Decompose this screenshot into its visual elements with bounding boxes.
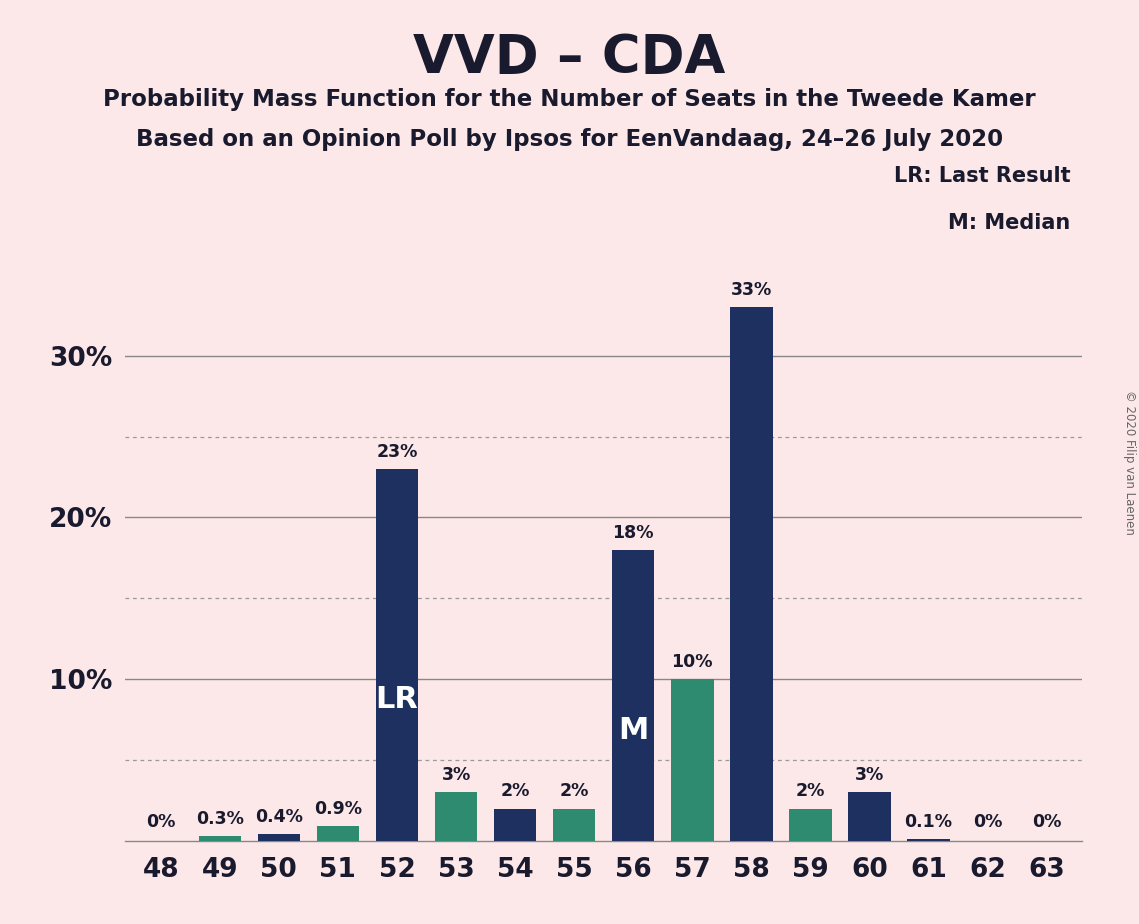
Text: 2%: 2% — [500, 783, 530, 800]
Text: 2%: 2% — [559, 783, 589, 800]
Bar — [730, 308, 772, 841]
Text: 0.3%: 0.3% — [196, 810, 244, 828]
Bar — [198, 836, 241, 841]
Bar — [494, 808, 536, 841]
Text: 10%: 10% — [672, 653, 713, 671]
Text: VVD – CDA: VVD – CDA — [413, 32, 726, 84]
Bar — [908, 839, 950, 841]
Text: LR: LR — [376, 685, 418, 714]
Bar — [671, 679, 713, 841]
Text: © 2020 Filip van Laenen: © 2020 Filip van Laenen — [1123, 390, 1137, 534]
Text: 23%: 23% — [376, 443, 418, 461]
Text: 3%: 3% — [854, 766, 884, 784]
Bar — [257, 834, 300, 841]
Text: 18%: 18% — [613, 524, 654, 541]
Text: Probability Mass Function for the Number of Seats in the Tweede Kamer: Probability Mass Function for the Number… — [104, 88, 1035, 111]
Text: 0.1%: 0.1% — [904, 813, 952, 832]
Bar — [789, 808, 831, 841]
Bar — [612, 550, 655, 841]
Text: M: M — [618, 716, 648, 745]
Text: 0.9%: 0.9% — [314, 800, 362, 819]
Text: Based on an Opinion Poll by Ipsos for EenVandaag, 24–26 July 2020: Based on an Opinion Poll by Ipsos for Ee… — [136, 128, 1003, 151]
Text: 3%: 3% — [442, 766, 470, 784]
Text: 0%: 0% — [1032, 813, 1062, 832]
Text: 0.4%: 0.4% — [255, 808, 303, 826]
Text: LR: Last Result: LR: Last Result — [894, 166, 1071, 187]
Bar — [552, 808, 596, 841]
Bar — [376, 469, 418, 841]
Text: 2%: 2% — [796, 783, 825, 800]
Bar — [435, 793, 477, 841]
Text: M: Median: M: Median — [949, 213, 1071, 233]
Text: 33%: 33% — [731, 281, 772, 299]
Text: 0%: 0% — [146, 813, 175, 832]
Bar — [317, 826, 359, 841]
Text: 0%: 0% — [973, 813, 1002, 832]
Bar — [849, 793, 891, 841]
